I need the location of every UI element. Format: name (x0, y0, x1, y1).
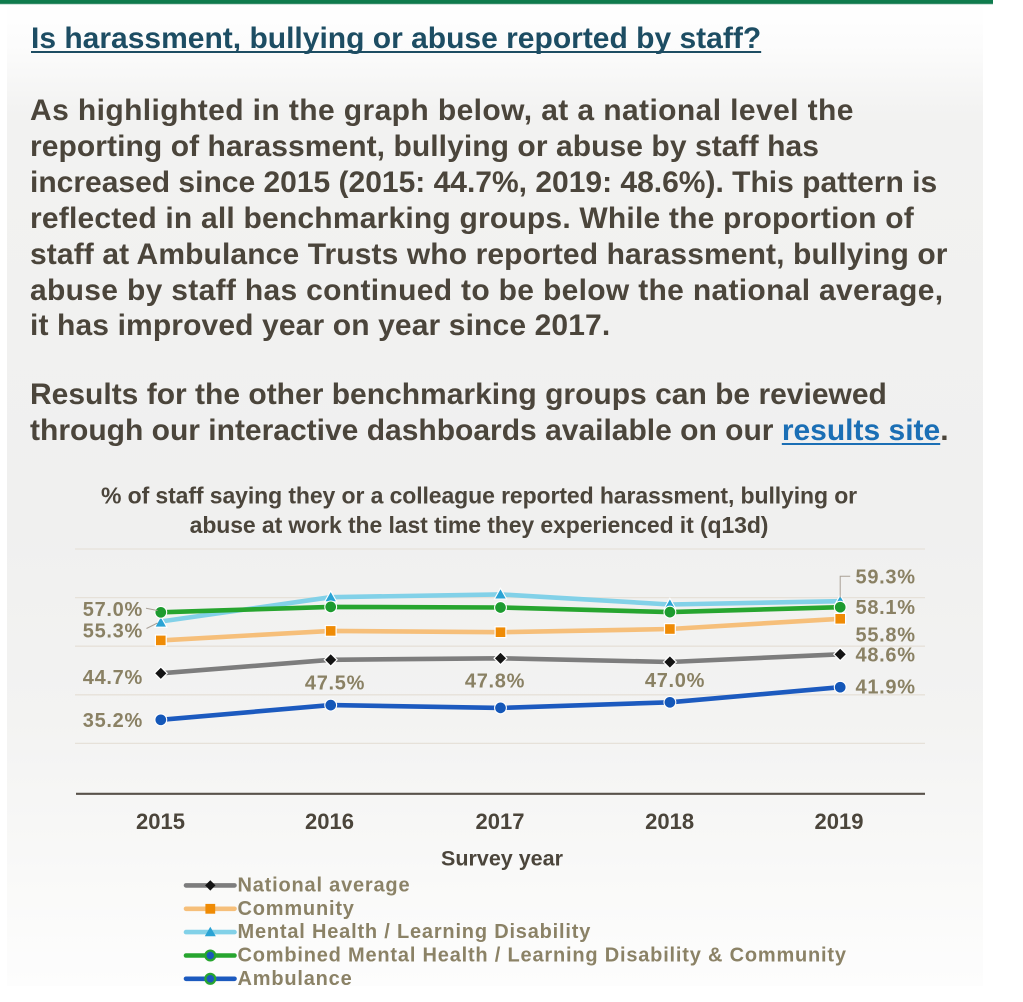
svg-text:% of staff saying they or a co: % of staff saying they or a colleague re… (101, 482, 857, 508)
svg-text:59.3%: 59.3% (856, 566, 916, 588)
svg-text:55.3%: 55.3% (83, 621, 143, 643)
svg-text:47.0%: 47.0% (645, 670, 705, 692)
svg-text:57.0%: 57.0% (83, 599, 143, 621)
svg-text:Ambulance: Ambulance (238, 968, 353, 990)
svg-text:44.7%: 44.7% (83, 667, 143, 689)
svg-text:2018: 2018 (645, 809, 694, 834)
svg-text:47.8%: 47.8% (465, 671, 525, 693)
svg-text:48.6%: 48.6% (856, 645, 916, 667)
svg-text:National average: National average (238, 874, 411, 896)
svg-text:Survey year: Survey year (441, 847, 564, 871)
svg-text:2016: 2016 (305, 809, 354, 834)
svg-text:2015: 2015 (136, 809, 185, 834)
svg-text:2017: 2017 (476, 809, 525, 834)
svg-text:47.5%: 47.5% (305, 673, 365, 695)
svg-text:41.9%: 41.9% (856, 676, 916, 698)
svg-text:Community: Community (238, 898, 355, 920)
svg-text:abuse at work the last time th: abuse at work the last time they experie… (190, 512, 769, 538)
svg-text:Mental Health / Learning Disab: Mental Health / Learning Disability (238, 921, 592, 943)
svg-text:58.1%: 58.1% (856, 597, 916, 619)
svg-text:35.2%: 35.2% (83, 710, 143, 732)
svg-text:Combined Mental Health / Learn: Combined Mental Health / Learning Disabi… (238, 945, 847, 967)
svg-text:2019: 2019 (815, 809, 864, 834)
svg-text:55.8%: 55.8% (856, 624, 916, 646)
